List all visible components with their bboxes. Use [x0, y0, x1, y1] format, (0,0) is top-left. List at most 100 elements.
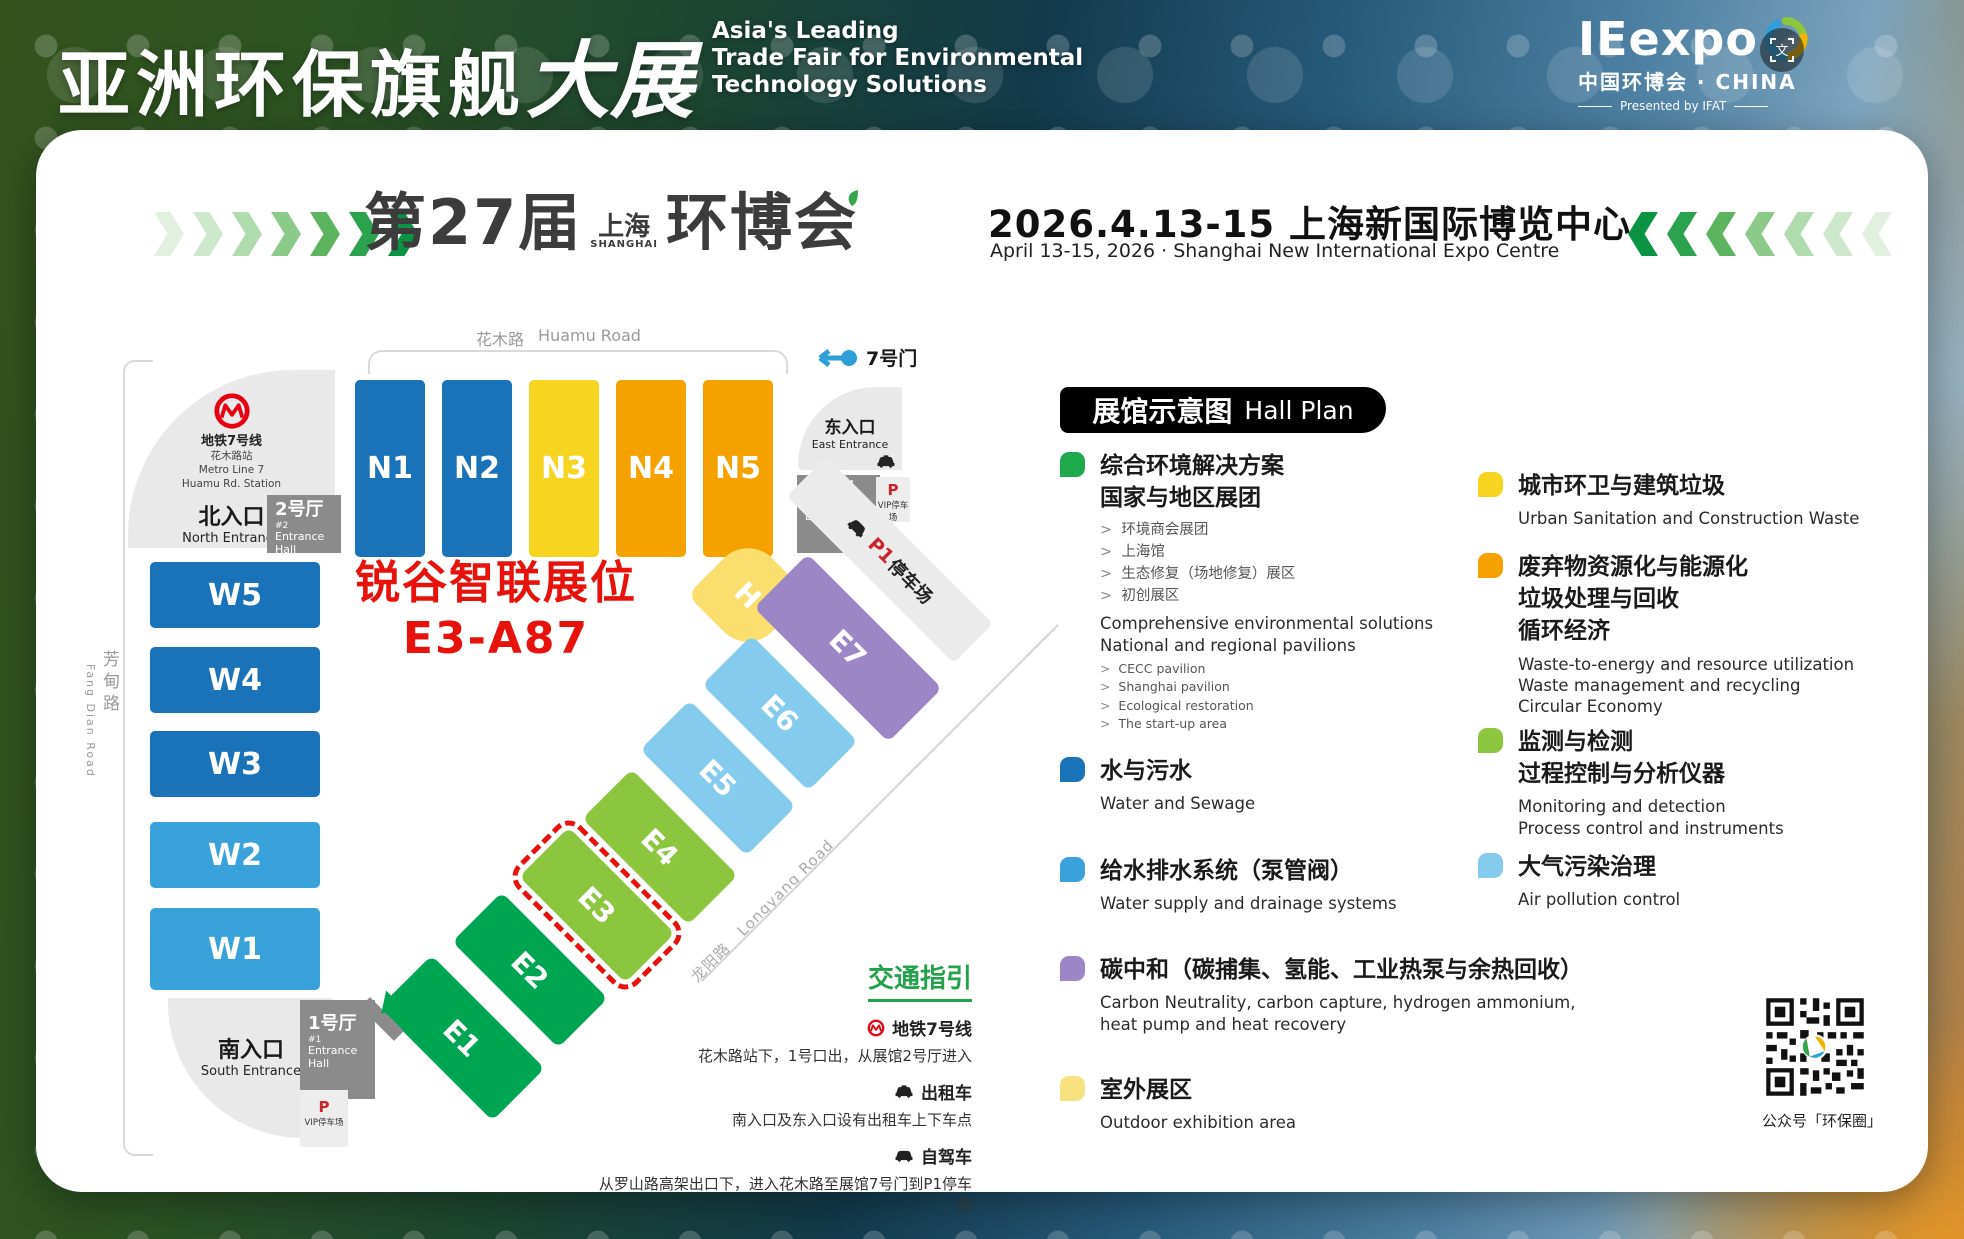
taxi-icon	[894, 1085, 914, 1098]
car-icon	[845, 515, 870, 540]
south-entrance-en: South Entrance	[200, 1064, 302, 1079]
presented-by: Presented by IFAT	[1578, 99, 1808, 113]
chevron-left-icon	[1745, 212, 1775, 256]
hall-w1[interactable]: W1	[150, 908, 320, 990]
hall-n2[interactable]: N2	[442, 380, 512, 557]
hall-n1[interactable]: N1	[355, 380, 425, 557]
taxi-icon	[876, 455, 896, 468]
chevron-right-icon	[271, 212, 301, 256]
leaf-icon	[842, 188, 862, 208]
booth-callout-line2: E3-A87	[402, 613, 590, 664]
east-entrance-area: 东入口 East Entrance	[798, 387, 902, 470]
chevron-right-icon	[310, 212, 340, 256]
chevrons-left	[154, 212, 418, 256]
hall-w4[interactable]: W4	[150, 647, 320, 713]
legend-item-carbon-neutrality: 碳中和（碳捕集、氢能、工业热泵与余热回收） Carbon Neutrality,…	[1060, 954, 1620, 1035]
chevrons-right	[1628, 212, 1892, 256]
ieexpo-cn-line: 中国环博会 · CHINA	[1578, 70, 1797, 94]
chevron-left-icon	[1862, 212, 1892, 256]
legend-swatch	[1478, 472, 1503, 497]
edition-prefix: 第27届	[364, 186, 583, 259]
legend-swatch	[1060, 956, 1085, 981]
traffic-item-car: 自驾车	[596, 1143, 972, 1168]
legend-item-air-pollution: 大气污染治理 Air pollution control	[1478, 851, 1908, 911]
edition-city-en: SHANGHAI	[590, 239, 658, 250]
qr-block: 公众号「环保圈」	[1762, 994, 1883, 1131]
poster-card: 第27届 上海 SHANGHAI 环博会 2026.4.13-15 上海新国际博…	[36, 130, 1928, 1214]
chevron-right-icon	[193, 212, 223, 256]
chevron-left-icon	[1628, 212, 1658, 256]
road-label-fangdian: 芳甸路 Fang Dian Road	[84, 650, 119, 778]
edition-city-zh: 上海	[598, 212, 651, 242]
chevron-left-icon	[1823, 212, 1853, 256]
chevron-left-icon	[1667, 212, 1697, 256]
booth-callout: 锐谷智联展位 E3-A87	[326, 560, 666, 661]
traffic-guide-title: 交通指引	[867, 958, 972, 1002]
hall-plan-badge: 展馆示意图 Hall Plan	[1060, 387, 1386, 433]
hall-n3[interactable]: N3	[529, 380, 599, 557]
legend-swatch	[1060, 757, 1085, 782]
map-boundary-left	[123, 360, 153, 1156]
metro-logo-icon	[128, 392, 335, 430]
legend-swatch	[1478, 728, 1503, 753]
legend-swatch	[1060, 1076, 1085, 1101]
metro-line-zh: 地铁7号线	[200, 434, 263, 449]
metro-line-en: Metro Line 7	[198, 463, 265, 476]
metro-station-zh: 花木路站	[210, 450, 253, 463]
metro-icon	[867, 1019, 885, 1037]
chevron-left-icon	[1706, 212, 1736, 256]
hall-w3[interactable]: W3	[150, 731, 320, 797]
vip-parking-south: P VIP停车场	[300, 1090, 348, 1147]
legend-item-outdoor: 室外展区 Outdoor exhibition area	[1060, 1074, 1490, 1134]
east-entrance-zh: 东入口	[824, 418, 876, 438]
event-date-venue-en: April 13-15, 2026 · Shanghai New Interna…	[990, 240, 1560, 262]
page-title-stylized: 大展	[526, 32, 695, 130]
legend-item-comprehensive: 综合环境解决方案 国家与地区展团 环境商会展团 上海馆 生态修复（场地修复）展区…	[1060, 450, 1490, 733]
hall-w5[interactable]: W5	[150, 562, 320, 628]
legend-swatch	[1060, 452, 1085, 477]
traffic-guide: 交通指引 地铁7号线 花木路站下，1号口出，从展馆2号厅进入 出租车 南入口及东…	[596, 958, 972, 1215]
traffic-item-metro: 地铁7号线	[596, 1015, 972, 1040]
entrance-hall-1: 1号厅 #1 Entrance Hall	[300, 1000, 375, 1099]
road-label-huamu: 花木路 Huamu Road	[476, 326, 641, 349]
east-entrance-en: East Entrance	[811, 438, 889, 451]
gate-arrow-icon	[818, 348, 858, 368]
north-entrance-en: North Entrance	[182, 531, 281, 547]
page-title: 亚洲环保旗舰大展	[58, 32, 695, 130]
page-subtitle: Asia's Leading Trade Fair for Environmen…	[712, 18, 1084, 99]
booth-callout-line1: 锐谷智联展位	[354, 556, 637, 609]
qr-caption: 公众号「环保圈」	[1762, 1112, 1883, 1130]
metro-station-en: Huamu Rd. Station	[181, 477, 282, 490]
map-boundary-top	[368, 350, 788, 374]
vip-parking-east: P VIP停车场	[876, 477, 910, 523]
translate-button[interactable]: 文	[1760, 28, 1804, 72]
chevron-right-icon	[232, 212, 262, 256]
entrance-hall-2: 2号厅 #2 Entrance Hall	[267, 495, 341, 556]
ieexpo-logo-text: IEexpo	[1578, 12, 1758, 66]
legend-item-water-sewage: 水与污水 Water and Sewage	[1060, 755, 1490, 815]
hall-n4[interactable]: N4	[616, 380, 686, 557]
legend-swatch	[1060, 857, 1085, 882]
hall-n5[interactable]: N5	[703, 380, 773, 557]
p1-parking-band: P1 停车场	[786, 456, 994, 664]
gate-7: 7号门	[818, 344, 917, 371]
chevron-right-icon	[154, 212, 184, 256]
legend-item-water-supply: 给水排水系统（泵管阀） Water supply and drainage sy…	[1060, 855, 1490, 915]
car-icon	[894, 1149, 914, 1162]
legend-swatch	[1478, 853, 1503, 878]
north-entrance-zh: 北入口	[198, 505, 265, 531]
event-date-venue-zh: 2026.4.13-15 上海新国际博览中心	[988, 203, 1632, 246]
edition-suffix: 环博会	[666, 186, 859, 259]
translate-icon: 文	[1769, 37, 1795, 63]
qr-code	[1762, 994, 1878, 1100]
svg-text:文: 文	[1775, 44, 1788, 59]
legend-item-waste-to-energy: 废弃物资源化与能源化 垃圾处理与回收 循环经济 Waste-to-energy …	[1478, 551, 1908, 718]
hall-w2[interactable]: W2	[150, 822, 320, 888]
edition-logo: 第27届 上海 SHANGHAI 环博会	[364, 192, 858, 254]
legend-item-urban-sanitation: 城市环卫与建筑垃圾 Urban Sanitation and Construct…	[1478, 470, 1908, 530]
legend-swatch	[1478, 553, 1503, 578]
chevron-left-icon	[1784, 212, 1814, 256]
legend-item-monitoring: 监测与检测 过程控制与分析仪器 Monitoring and detection…	[1478, 726, 1908, 839]
south-entrance-zh: 南入口	[217, 1038, 284, 1063]
traffic-item-taxi: 出租车	[596, 1079, 972, 1104]
